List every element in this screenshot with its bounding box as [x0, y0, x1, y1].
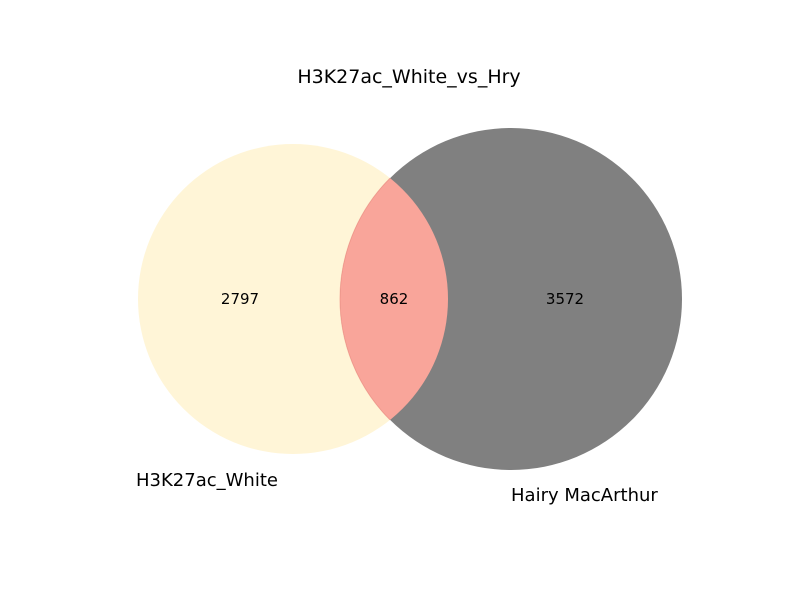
set-a-label: H3K27ac_White	[136, 470, 278, 491]
region-count-intersection: 862	[380, 290, 409, 308]
intersection-outline	[339, 144, 448, 454]
diagram-title: H3K27ac_White_vs_Hry	[297, 66, 520, 88]
set-b-label: Hairy MacArthur	[511, 485, 658, 506]
set-b-circle	[340, 128, 682, 470]
region-count-b-only: 3572	[546, 290, 584, 308]
region-count-a-only: 2797	[221, 290, 259, 308]
